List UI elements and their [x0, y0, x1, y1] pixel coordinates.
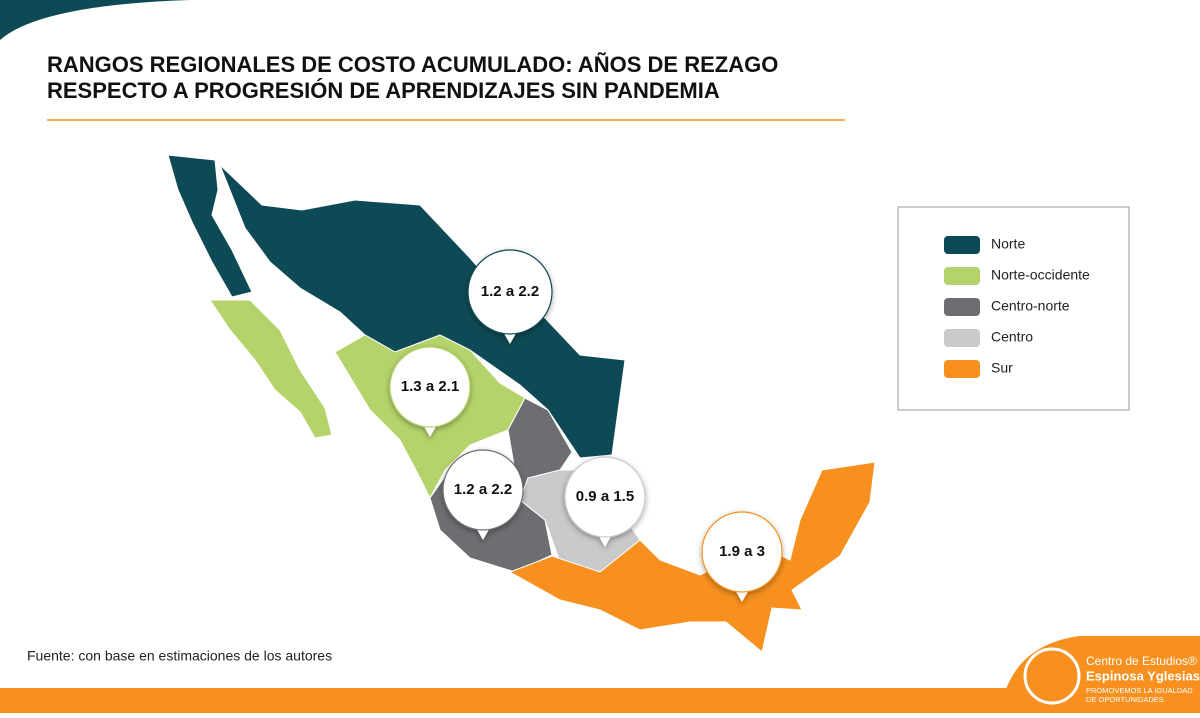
callout-bubble — [389, 346, 471, 428]
footer-bar — [0, 688, 1200, 713]
title-line: RANGOS REGIONALES DE COSTO ACUMULADO: AÑ… — [47, 52, 778, 77]
corner-accent — [0, 0, 190, 40]
logo-text: PROMOVEMOS LA IGUALDAD — [1086, 686, 1193, 695]
callout — [442, 449, 524, 540]
legend-swatch — [944, 267, 980, 285]
legend-label: Norte-occidente — [991, 267, 1090, 283]
logo-backdrop — [1000, 636, 1200, 713]
legend-label: Sur — [991, 360, 1013, 376]
legend-swatch — [944, 329, 980, 347]
legend: Norte Norte-occidente Centro-norte Centro Su… — [944, 236, 1090, 378]
callout-label: 1.9 a 3 — [719, 543, 765, 560]
callout — [701, 511, 783, 602]
logo-text: Centro de Estudios® — [1086, 654, 1197, 668]
legend-label: Norte — [991, 236, 1025, 252]
region-sur — [508, 461, 876, 653]
legend-box — [897, 206, 1130, 411]
callout — [467, 249, 553, 344]
callout-label: 1.2 a 2.2 — [454, 481, 512, 498]
region-norte — [219, 164, 626, 459]
callout-bubble — [564, 456, 646, 538]
callout-label: 0.9 a 1.5 — [576, 488, 634, 505]
callout-bubble — [467, 249, 553, 335]
callout-label: 1.2 a 2.2 — [481, 283, 539, 300]
title-line: RESPECTO A PROGRESIÓN DE APRENDIZAJES SI… — [47, 78, 720, 103]
source-note: Fuente: con base en estimaciones de los … — [27, 648, 332, 664]
legend-swatch — [944, 360, 980, 378]
logo-text: DE OPORTUNIDADES — [1086, 695, 1164, 704]
region-norte — [167, 154, 253, 298]
legend-label: Centro-norte — [991, 298, 1070, 314]
legend-label: Centro — [991, 329, 1033, 345]
callout — [564, 456, 646, 547]
region-norte-occidente — [209, 299, 333, 439]
callout — [389, 346, 471, 437]
logo-text: Espinosa Yglesias — [1086, 668, 1200, 683]
legend-swatch — [944, 236, 980, 254]
callout-bubble — [442, 449, 524, 531]
callout-label: 1.3 a 2.1 — [401, 378, 459, 395]
legend-swatch — [944, 298, 980, 316]
callout-bubble — [701, 511, 783, 593]
callouts: 1.2 a 2.2 1.3 a 2.1 1.2 a 2.2 0.9 a 1.5 1.9 … — [389, 249, 783, 602]
logo-mark — [1023, 647, 1081, 705]
